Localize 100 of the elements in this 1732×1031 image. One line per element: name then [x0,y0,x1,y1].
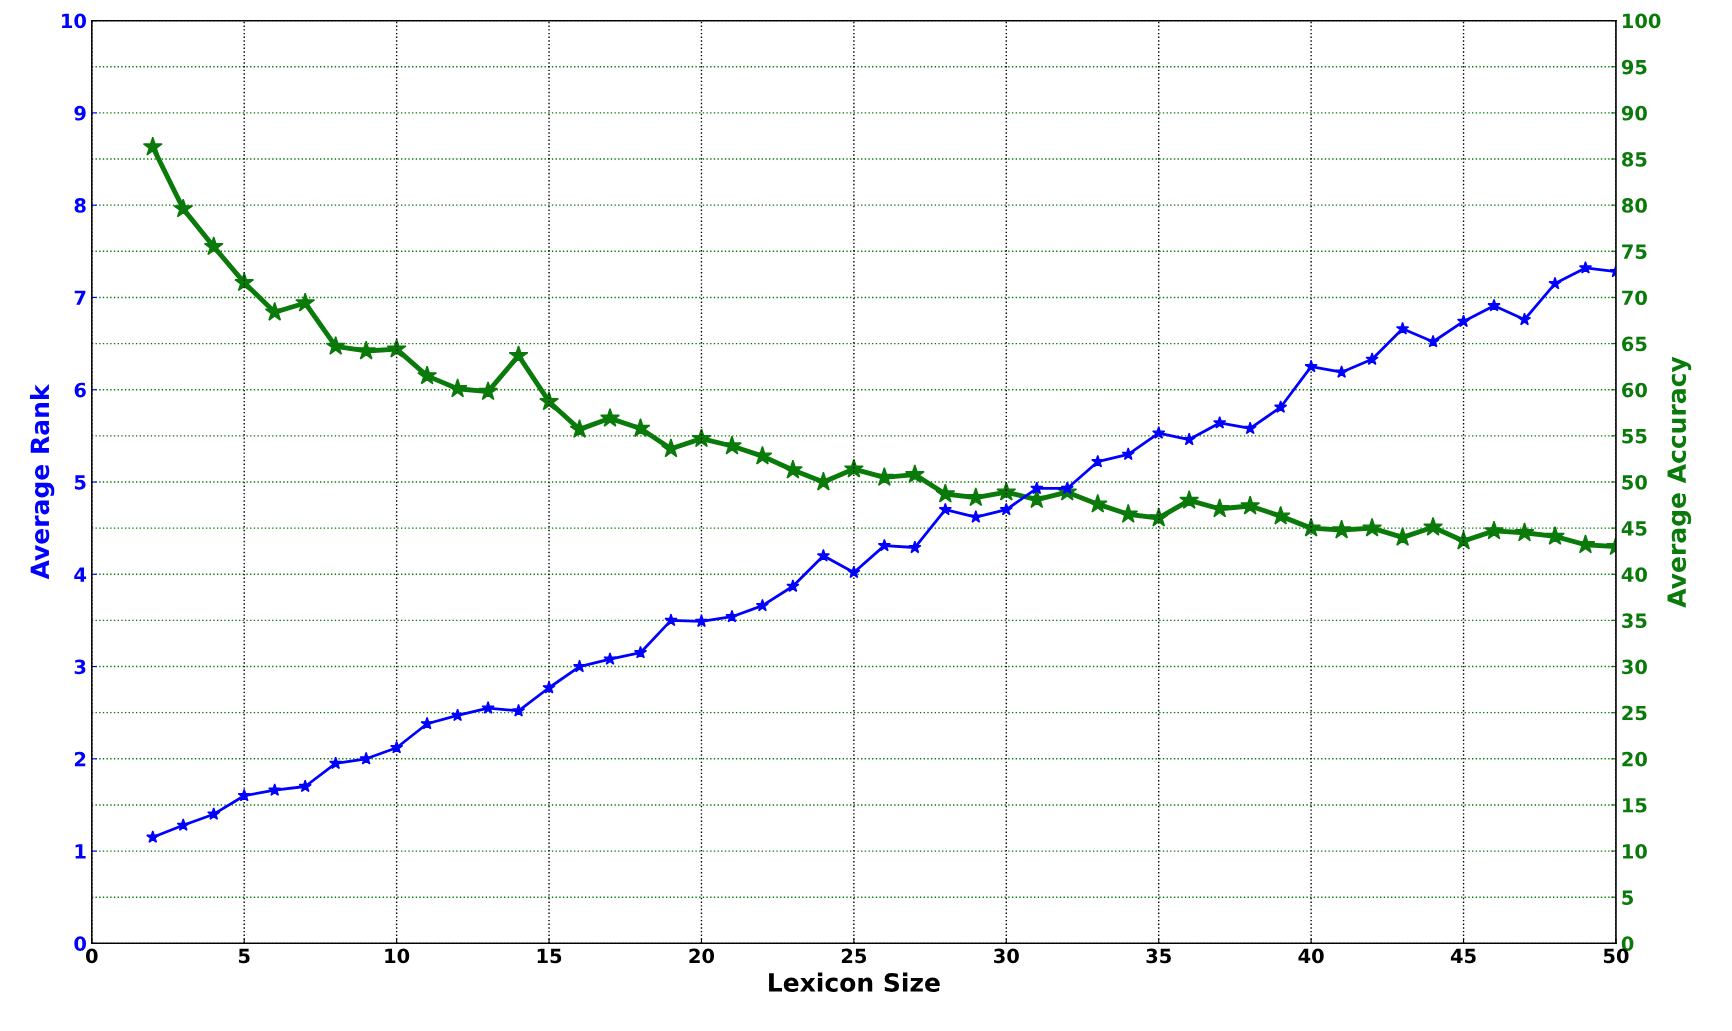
point [539,391,559,411]
point [722,435,742,455]
y-tick-label: 3 [74,659,86,675]
point [782,459,803,479]
point [237,788,251,802]
y2-tick-label: 35 [1622,613,1647,629]
y-tick-label: 5 [74,475,86,490]
point [1484,520,1504,540]
y2-tick-label: 70 [1622,290,1647,306]
point [847,565,861,579]
point [1331,519,1352,539]
point [1182,432,1196,446]
y-tick-label: 2 [74,751,86,767]
point [203,236,224,256]
point [969,510,983,523]
point [1362,517,1383,537]
point [417,365,438,385]
y2-axis-title: Average Accuracy [1667,356,1692,608]
point [1179,490,1200,510]
point [386,338,407,358]
y2-tick-label: 40 [1621,567,1647,582]
point [234,272,255,292]
point [1423,516,1443,536]
y2-tick-label: 10 [1623,844,1647,859]
point [1456,314,1471,328]
y2-tick-label: 80 [1622,198,1647,213]
point [1548,276,1562,290]
point [1426,334,1440,348]
point [1365,352,1379,366]
point [1152,426,1166,439]
point [816,548,831,562]
y2-tick-label: 25 [1622,705,1647,721]
point [1121,447,1135,461]
y2-tick-label: 55 [1622,429,1647,444]
point [542,680,556,694]
point [295,292,316,312]
point [481,701,495,714]
point [329,756,343,770]
y2-tick-label: 65 [1622,336,1647,352]
point [450,708,465,722]
point [938,502,952,516]
x-axis-title: Lexicon Size [769,972,940,992]
y2-tick-label: 30 [1622,659,1647,675]
y2-tick-label: 50 [1622,474,1647,490]
point [630,418,651,438]
y-axis-title: Average Rank [29,384,55,580]
point [176,818,190,832]
point [694,614,709,628]
point [1243,421,1257,435]
point [877,538,891,552]
point [142,136,163,156]
x-tick-label: 20 [689,948,715,964]
y2-tick-label: 60 [1622,382,1647,398]
y-tick-label: 1 [75,844,86,859]
point [478,381,499,401]
point [1334,365,1349,378]
point [508,345,529,365]
x-tick-label: 40 [1298,948,1324,964]
point [1026,489,1047,509]
point [965,487,986,507]
point [603,652,617,665]
y2-tick-label: 5 [1622,890,1633,905]
point [1545,526,1565,545]
point [664,613,678,627]
point [843,458,864,478]
point [1148,507,1169,527]
y2-tick-label: 15 [1623,798,1647,813]
point [146,830,160,844]
point [633,645,648,659]
y-tick-label: 9 [74,105,86,121]
point [511,703,526,717]
point [1395,321,1410,335]
point [356,340,377,360]
point [1301,517,1322,537]
point [1240,495,1261,515]
point [1487,298,1501,312]
x-tick-label: 35 [1146,948,1171,964]
x-tick-label: 5 [238,948,250,964]
point [904,464,925,484]
point [600,407,620,427]
point [389,740,404,754]
x-tick-label: 30 [994,948,1019,964]
y2-tick-label: 90 [1621,105,1647,121]
point [661,438,681,458]
x-tick-label: 10 [385,948,410,964]
x-tick-label: 25 [841,948,867,964]
point [691,428,712,448]
y2-tick-label: 95 [1621,59,1647,75]
y-tick-label: 10 [62,13,87,29]
x-tick-label: 45 [1450,948,1476,964]
point [298,779,312,793]
point [420,716,434,730]
point [1274,400,1288,414]
point [996,481,1017,501]
y2-tick-label: 20 [1622,751,1647,767]
y-tick-label: 7 [74,290,86,305]
point [447,378,468,398]
y2-tick-label: 45 [1621,521,1647,536]
point [1517,312,1532,326]
point [173,198,194,218]
